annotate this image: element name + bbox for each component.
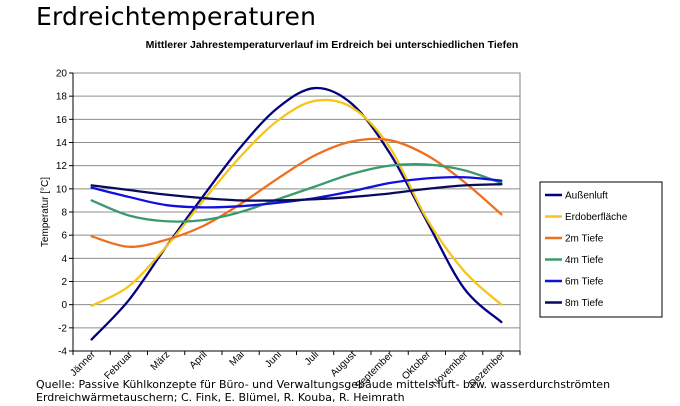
x-tick-label: April: [188, 349, 210, 371]
y-tick-label: -4: [58, 347, 67, 358]
chart-title: Mittlerer Jahrestemperaturverlauf im Erd…: [146, 39, 519, 51]
y-tick-label: 18: [56, 92, 68, 103]
x-tick-label: Juni: [263, 349, 284, 370]
series-line-2m-tiefe: [90, 137, 503, 248]
y-tick-label: 20: [56, 69, 68, 80]
series-line-4m-tiefe: [90, 162, 503, 223]
source-line-1: Quelle: Passive Kühlkonzepte für Büro- u…: [36, 378, 611, 391]
y-tick-label: 4: [61, 254, 67, 265]
legend-label: 6m Tiefe: [565, 277, 604, 288]
source-citation: Quelle: Passive Kühlkonzepte für Büro- u…: [36, 378, 656, 404]
y-tick-label: 2: [61, 277, 67, 288]
y-tick-label: 16: [56, 115, 68, 126]
y-tick-label: 0: [61, 300, 67, 311]
x-tick-label: Mai: [228, 349, 247, 368]
y-tick-label: 10: [56, 184, 68, 195]
page-title: Erdreichtemperaturen: [36, 2, 317, 31]
legend-box: [539, 181, 663, 318]
series-line-8m-tiefe: [90, 183, 503, 202]
x-tick-label: Februar: [102, 349, 135, 382]
x-tick-label: August: [329, 349, 359, 379]
y-tick-label: 14: [56, 138, 68, 149]
series-line-erdoberfl-che: [90, 98, 503, 307]
x-tick-label: März: [149, 349, 173, 373]
y-tick-label: 8: [61, 208, 67, 219]
legend-label: 2m Tiefe: [565, 234, 604, 245]
legend-label: Außenluft: [565, 191, 608, 202]
legend-label: 4m Tiefe: [565, 255, 604, 266]
legend-label: 8m Tiefe: [565, 298, 604, 309]
y-tick-label: -2: [58, 323, 67, 334]
x-tick-label: Juli: [303, 349, 321, 367]
legend: Außenluft Erdoberfläche 2m Tiefe 4m Tiefe 6m…: [539, 181, 663, 318]
source-line-2: Erdreichwärmetauschern; C. Fink, E. Blüm…: [36, 391, 405, 404]
y-tick-label: 6: [61, 231, 67, 242]
y-tick-label: 12: [56, 161, 68, 172]
legend-label: Erdoberfläche: [565, 212, 628, 223]
y-axis-label: Temperatur [°C]: [40, 177, 51, 247]
